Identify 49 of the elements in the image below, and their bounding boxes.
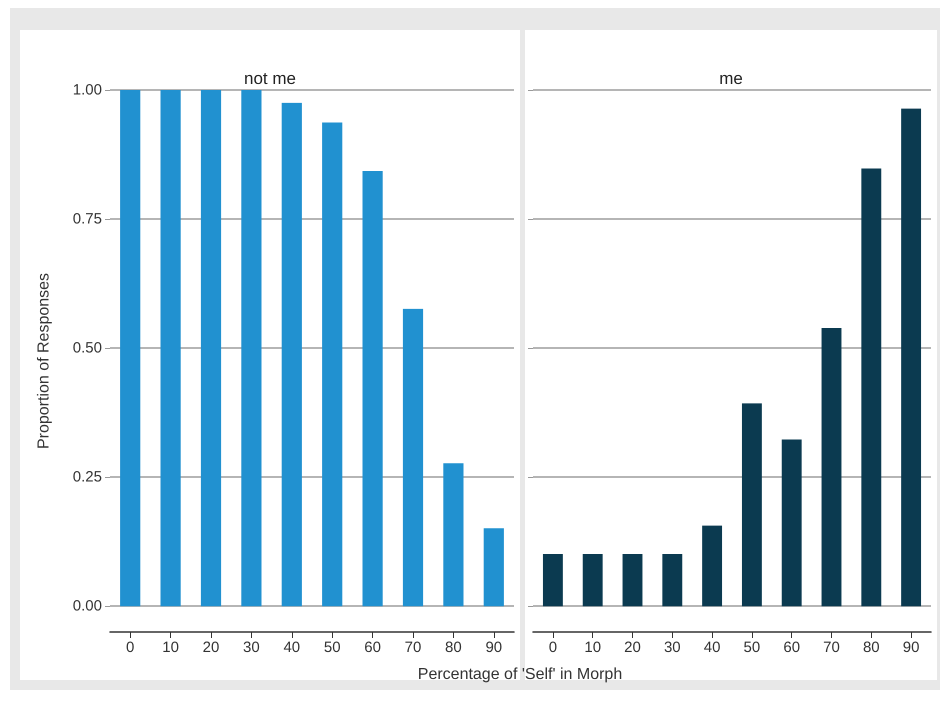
chart-title: me xyxy=(719,69,743,88)
bar xyxy=(861,168,882,606)
bar xyxy=(484,528,504,606)
bar xyxy=(582,554,603,606)
x-tick-label: 20 xyxy=(624,639,641,656)
bar xyxy=(282,102,302,606)
bar xyxy=(901,108,922,606)
x-tick-label: 50 xyxy=(324,639,341,656)
chart-title: not me xyxy=(244,69,296,88)
bar xyxy=(742,403,762,606)
bar xyxy=(362,171,383,606)
bar xyxy=(782,439,802,606)
y-axis-title: Proportion of Responses xyxy=(36,272,52,450)
y-tick-label: 0.25 xyxy=(72,468,102,486)
bar xyxy=(160,90,181,606)
x-tick-label: 60 xyxy=(783,639,800,656)
x-tick-label: 10 xyxy=(162,639,179,656)
y-tick-label: 0.00 xyxy=(72,598,102,615)
bar xyxy=(200,90,222,606)
bar xyxy=(662,554,682,606)
bar xyxy=(622,554,642,606)
x-tick-label: 90 xyxy=(485,639,502,656)
bar xyxy=(822,328,842,606)
x-tick-label: 80 xyxy=(862,639,880,656)
bar xyxy=(241,90,262,606)
x-tick-label: 30 xyxy=(664,639,681,656)
x-tick-label: 40 xyxy=(704,639,720,656)
x-tick-label: 90 xyxy=(902,639,920,656)
x-tick-label: 50 xyxy=(744,639,760,656)
bar xyxy=(322,122,342,606)
bar xyxy=(402,308,424,606)
x-tick-label: 10 xyxy=(584,639,602,656)
x-tick-label: 70 xyxy=(823,639,840,656)
y-tick-label: 0.75 xyxy=(72,210,102,228)
x-tick-label: 20 xyxy=(202,639,220,656)
bar xyxy=(120,90,140,606)
bar xyxy=(702,526,722,606)
x-tick-label: 80 xyxy=(445,639,462,656)
x-tick-label: 70 xyxy=(404,639,422,656)
x-axis-title: Percentage of 'Self' in Morph xyxy=(416,666,624,684)
bar xyxy=(443,463,464,606)
bar xyxy=(542,554,563,606)
x-tick-label: 30 xyxy=(243,639,260,656)
y-tick-label: 0.50 xyxy=(72,340,102,357)
x-tick-label: 40 xyxy=(283,639,300,656)
y-tick-label: 1.00 xyxy=(72,82,102,98)
x-tick-label: 0 xyxy=(548,639,558,656)
x-tick-label: 60 xyxy=(364,639,381,656)
x-tick-label: 0 xyxy=(126,639,134,656)
